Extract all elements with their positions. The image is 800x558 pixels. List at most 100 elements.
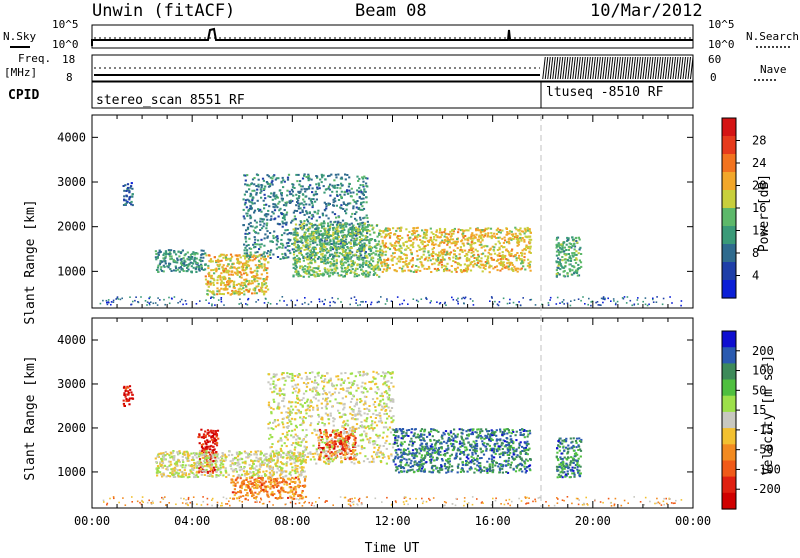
scatter-cell: [261, 186, 263, 188]
scatter-cell: [384, 236, 386, 238]
scatter-cell: [293, 251, 295, 253]
scatter-cell: [242, 287, 244, 289]
scatter-cell: [329, 240, 331, 242]
scatter-cell: [570, 243, 572, 245]
scatter-cell: [433, 236, 435, 238]
scatter-cell: [197, 476, 199, 478]
scatter-cell: [225, 467, 227, 469]
scatter-cell: [468, 258, 470, 260]
scatter-cell: [264, 453, 266, 455]
scatter-cell: [240, 256, 242, 258]
scatter-cell: [313, 249, 315, 251]
scatter-cell: [255, 457, 257, 459]
scatter-cell: [558, 254, 560, 256]
scatter-cell: [409, 237, 411, 239]
freq-sweep-line: [613, 57, 616, 79]
noise-axis-left-bottom: 10^0: [52, 38, 79, 51]
scatter-cell: [580, 253, 582, 255]
scatter-cell: [344, 191, 346, 193]
scatter-cell: [315, 175, 317, 177]
scatter-cell: [202, 466, 204, 468]
scatter-cell: [174, 476, 176, 478]
scatter-cell: [353, 229, 355, 231]
scatter-cell: [275, 465, 277, 467]
scatter-cell: [323, 220, 325, 222]
scatter-cell: [227, 280, 229, 282]
ground-scatter-cell: [642, 301, 644, 303]
scatter-cell: [201, 446, 203, 448]
scatter-cell: [386, 263, 388, 265]
scatter-cell: [421, 264, 423, 266]
scatter-cell: [428, 254, 430, 256]
freq-sweep-line: [570, 57, 573, 79]
scatter-cell: [458, 257, 460, 259]
scatter-cell: [384, 265, 386, 267]
scatter-cell: [249, 205, 251, 207]
scatter-cell: [322, 223, 324, 225]
scatter-cell: [303, 476, 305, 478]
scatter-cell: [235, 479, 237, 481]
scatter-cell: [299, 475, 301, 477]
scatter-cell: [483, 267, 485, 269]
scatter-cell: [432, 255, 434, 257]
scatter-cell: [345, 262, 347, 264]
scatter-cell: [228, 474, 230, 476]
ground-scatter-cell: [286, 304, 288, 306]
scatter-cell: [273, 218, 275, 220]
scatter-cell: [278, 216, 280, 218]
scatter-cell: [323, 192, 325, 194]
scatter-cell: [264, 233, 266, 235]
scatter-cell: [244, 264, 246, 266]
scatter-cell: [243, 282, 245, 284]
scatter-cell: [390, 232, 392, 234]
scatter-cell: [519, 259, 521, 261]
scatter-cell: [215, 476, 217, 478]
scatter-cell: [424, 268, 426, 270]
ground-scatter-cell: [456, 299, 458, 301]
scatter-cell: [357, 230, 359, 232]
scatter-cell: [166, 476, 168, 478]
scatter-cell: [302, 497, 304, 499]
scatter-cell: [298, 205, 300, 207]
scatter-cell: [473, 234, 475, 236]
scatter-cell: [494, 253, 496, 255]
scatter-cell: [322, 250, 324, 252]
scatter-cell: [480, 235, 482, 237]
scatter-cell: [350, 252, 352, 254]
ground-scatter-cell: [465, 297, 467, 299]
scatter-cell: [192, 251, 194, 253]
scatter-cell: [161, 261, 163, 263]
scatter-cell: [254, 252, 256, 254]
ground-scatter-cell: [436, 301, 438, 303]
ground-scatter-cell: [221, 297, 223, 299]
scatter-cell: [517, 268, 519, 270]
scatter-cell: [468, 251, 470, 253]
scatter-cell: [314, 256, 316, 258]
scatter-cell: [222, 454, 224, 456]
scatter-cell: [271, 494, 273, 496]
scatter-cell: [389, 228, 391, 230]
scatter-cell: [293, 232, 295, 234]
scatter-cell: [236, 270, 238, 272]
scatter-cell: [191, 459, 193, 461]
scatter-cell: [313, 258, 315, 260]
scatter-cell: [570, 260, 572, 262]
scatter-cell: [287, 179, 289, 181]
scatter-cell: [285, 491, 287, 493]
ground-scatter-cell: [283, 300, 285, 302]
scatter-cell: [131, 394, 133, 396]
scatter-cell: [245, 498, 247, 500]
scatter-cell: [257, 285, 259, 287]
nave-axis-top: 60: [708, 53, 721, 66]
scatter-cell: [231, 263, 233, 265]
scatter-cell: [219, 276, 221, 278]
scatter-cell: [300, 225, 302, 227]
scatter-cell: [222, 282, 224, 284]
scatter-cell: [216, 434, 218, 436]
scatter-cell: [299, 494, 301, 496]
scatter-cell: [297, 476, 299, 478]
scatter-cell: [260, 490, 262, 492]
scatter-cell: [481, 239, 483, 241]
scatter-cell: [223, 270, 225, 272]
scatter-cell: [292, 481, 294, 483]
